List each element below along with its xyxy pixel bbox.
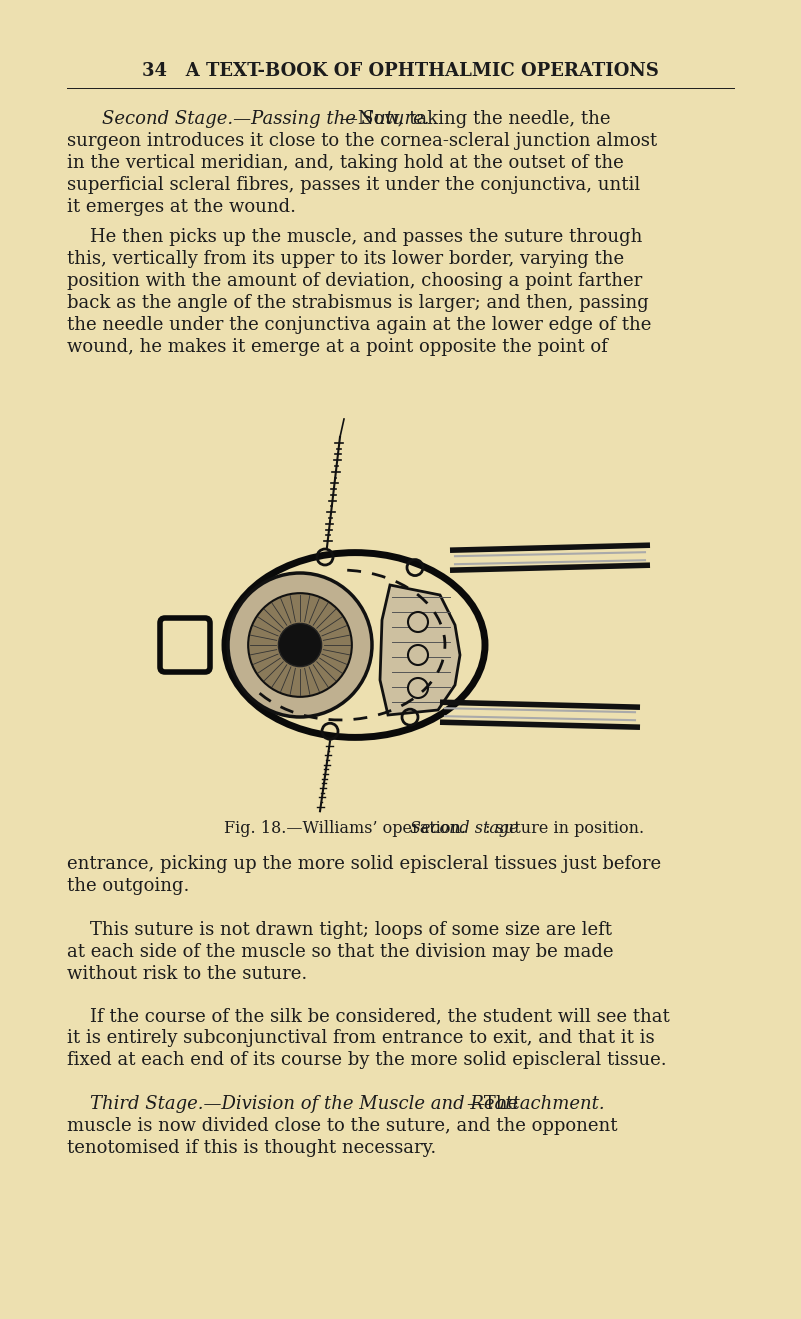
Circle shape xyxy=(408,645,428,665)
Text: superficial scleral fibres, passes it under the conjunctiva, until: superficial scleral fibres, passes it un… xyxy=(67,175,640,194)
Text: it emerges at the wound.: it emerges at the wound. xyxy=(67,198,296,216)
FancyBboxPatch shape xyxy=(160,619,210,671)
Text: If the course of the silk be considered, the student will see that: If the course of the silk be considered,… xyxy=(67,1006,670,1025)
Text: the needle under the conjunctiva again at the lower edge of the: the needle under the conjunctiva again a… xyxy=(67,317,651,334)
Text: this, vertically from its upper to its lower border, varying the: this, vertically from its upper to its l… xyxy=(67,251,624,268)
Text: in the vertical meridian, and, taking hold at the outset of the: in the vertical meridian, and, taking ho… xyxy=(67,154,624,171)
Text: tenotomised if this is thought necessary.: tenotomised if this is thought necessary… xyxy=(67,1140,437,1157)
Text: —The: —The xyxy=(466,1095,518,1113)
Text: the outgoing.: the outgoing. xyxy=(67,877,189,896)
Text: back as the angle of the strabismus is larger; and then, passing: back as the angle of the strabismus is l… xyxy=(67,294,649,313)
Text: it is entirely subconjunctival from entrance to exit, and that it is: it is entirely subconjunctival from entr… xyxy=(67,1029,654,1047)
Text: surgeon introduces it close to the cornea-scleral junction almost: surgeon introduces it close to the corne… xyxy=(67,132,657,150)
Text: Fig. 18.—Williams’ operation.: Fig. 18.—Williams’ operation. xyxy=(224,820,477,838)
Text: wound, he makes it emerge at a point opposite the point of: wound, he makes it emerge at a point opp… xyxy=(67,338,608,356)
Text: He then picks up the muscle, and passes the suture through: He then picks up the muscle, and passes … xyxy=(67,228,642,247)
Circle shape xyxy=(248,594,352,696)
Text: without risk to the suture.: without risk to the suture. xyxy=(67,966,308,983)
Circle shape xyxy=(408,678,428,698)
Text: —Now, taking the needle, the: —Now, taking the needle, the xyxy=(340,109,610,128)
Text: 34   A TEXT-BOOK OF OPHTHALMIC OPERATIONS: 34 A TEXT-BOOK OF OPHTHALMIC OPERATIONS xyxy=(142,62,659,80)
Polygon shape xyxy=(380,586,460,715)
Text: Second stage: Second stage xyxy=(410,820,519,838)
Text: fixed at each end of its course by the more solid episcleral tissue.: fixed at each end of its course by the m… xyxy=(67,1051,666,1068)
Text: Third Stage.—Division of the Muscle and Reattachment.: Third Stage.—Division of the Muscle and … xyxy=(67,1095,605,1113)
Circle shape xyxy=(279,624,321,666)
Text: : suture in position.: : suture in position. xyxy=(480,820,644,838)
Text: This suture is not drawn tight; loops of some size are left: This suture is not drawn tight; loops of… xyxy=(67,921,612,939)
Text: at each side of the muscle so that the division may be made: at each side of the muscle so that the d… xyxy=(67,943,614,962)
Text: muscle is now divided close to the suture, and the opponent: muscle is now divided close to the sutur… xyxy=(67,1117,618,1136)
Text: position with the amount of deviation, choosing a point farther: position with the amount of deviation, c… xyxy=(67,272,642,290)
Text: entrance, picking up the more solid episcleral tissues just before: entrance, picking up the more solid epis… xyxy=(67,855,661,873)
Circle shape xyxy=(408,612,428,632)
Circle shape xyxy=(228,572,372,718)
Ellipse shape xyxy=(225,553,485,737)
Text: Second Stage.—Passing the Suture.: Second Stage.—Passing the Suture. xyxy=(102,109,429,128)
